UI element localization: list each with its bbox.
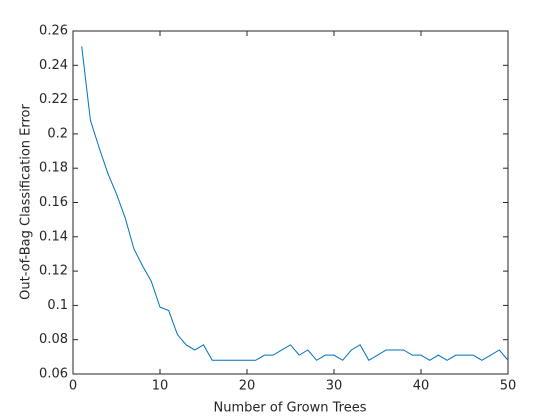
y-tick-label: 0.06	[39, 367, 68, 382]
y-tick-label: 0.1	[47, 298, 68, 313]
y-tick-label: 0.08	[39, 332, 68, 347]
x-axis-label: Number of Grown Trees	[214, 401, 367, 416]
y-tick-label: 0.16	[39, 195, 68, 210]
y-tick-label: 0.18	[39, 161, 68, 176]
x-tick-label: 10	[152, 379, 169, 394]
y-tick-label: 0.2	[47, 126, 68, 141]
y-tick-label: 0.12	[39, 264, 68, 279]
x-tick-label: 20	[239, 379, 256, 394]
x-tick-label: 0	[69, 379, 77, 394]
x-tick-label: 30	[326, 379, 343, 394]
x-tick-label: 50	[500, 379, 517, 394]
y-tick-label: 0.14	[39, 229, 68, 244]
y-tick-label: 0.24	[39, 58, 68, 73]
y-tick-label: 0.22	[39, 92, 68, 107]
x-tick-label: 40	[413, 379, 430, 394]
data-line	[81, 46, 509, 361]
axes-box	[72, 30, 509, 375]
y-tick-label: 0.26	[39, 24, 68, 39]
y-axis-label: Out-of-Bag Classification Error	[19, 104, 34, 300]
